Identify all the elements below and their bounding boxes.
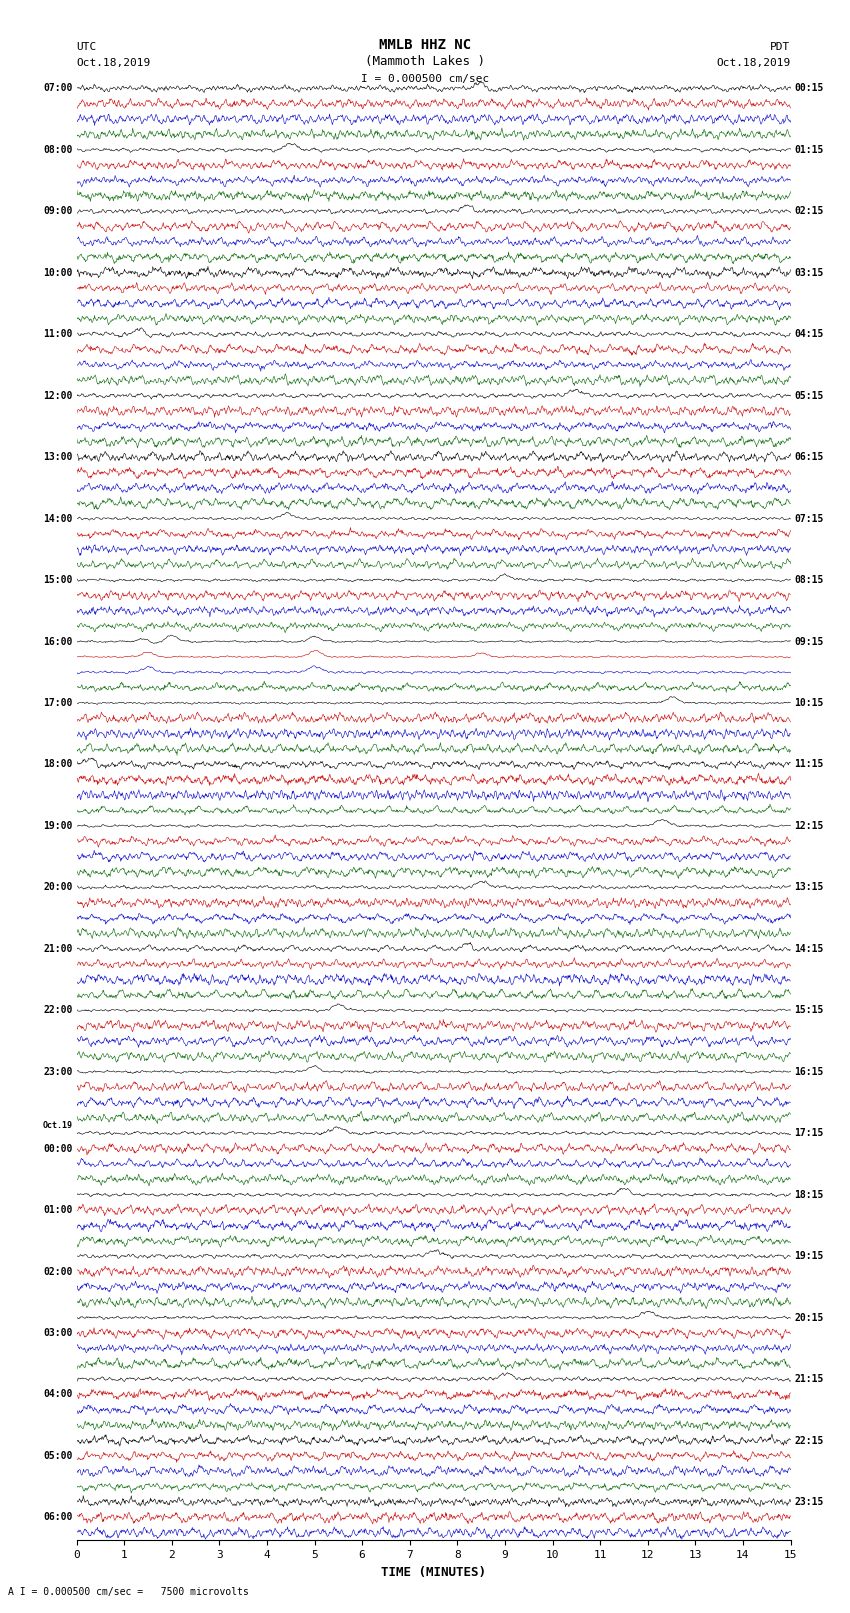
Text: 19:00: 19:00 [43, 821, 73, 831]
Text: I = 0.000500 cm/sec: I = 0.000500 cm/sec [361, 74, 489, 84]
X-axis label: TIME (MINUTES): TIME (MINUTES) [381, 1566, 486, 1579]
Text: 14:00: 14:00 [43, 513, 73, 524]
Text: A I = 0.000500 cm/sec =   7500 microvolts: A I = 0.000500 cm/sec = 7500 microvolts [8, 1587, 249, 1597]
Text: 22:00: 22:00 [43, 1005, 73, 1015]
Text: 18:00: 18:00 [43, 760, 73, 769]
Text: 07:00: 07:00 [43, 84, 73, 94]
Text: 22:15: 22:15 [794, 1436, 824, 1445]
Text: 01:00: 01:00 [43, 1205, 73, 1215]
Text: 01:15: 01:15 [794, 145, 824, 155]
Text: 20:00: 20:00 [43, 882, 73, 892]
Text: MMLB HHZ NC: MMLB HHZ NC [379, 37, 471, 52]
Text: 09:00: 09:00 [43, 206, 73, 216]
Text: 02:00: 02:00 [43, 1266, 73, 1276]
Text: 11:15: 11:15 [794, 760, 824, 769]
Text: 13:00: 13:00 [43, 452, 73, 461]
Text: 06:00: 06:00 [43, 1513, 73, 1523]
Text: Oct.19: Oct.19 [43, 1121, 73, 1131]
Text: 15:15: 15:15 [794, 1005, 824, 1015]
Text: 05:00: 05:00 [43, 1452, 73, 1461]
Text: 04:00: 04:00 [43, 1389, 73, 1400]
Text: 03:00: 03:00 [43, 1327, 73, 1337]
Text: 04:15: 04:15 [794, 329, 824, 339]
Text: UTC: UTC [76, 42, 97, 52]
Text: 09:15: 09:15 [794, 637, 824, 647]
Text: 08:00: 08:00 [43, 145, 73, 155]
Text: 00:00: 00:00 [43, 1144, 73, 1153]
Text: 11:00: 11:00 [43, 329, 73, 339]
Text: 07:15: 07:15 [794, 513, 824, 524]
Text: 03:15: 03:15 [794, 268, 824, 277]
Text: 21:00: 21:00 [43, 944, 73, 953]
Text: 17:00: 17:00 [43, 698, 73, 708]
Text: (Mammoth Lakes ): (Mammoth Lakes ) [365, 55, 485, 68]
Text: 23:00: 23:00 [43, 1066, 73, 1077]
Text: 13:15: 13:15 [794, 882, 824, 892]
Text: 16:15: 16:15 [794, 1066, 824, 1077]
Text: 18:15: 18:15 [794, 1190, 824, 1200]
Text: Oct.18,2019: Oct.18,2019 [717, 58, 790, 68]
Text: 02:15: 02:15 [794, 206, 824, 216]
Text: 10:00: 10:00 [43, 268, 73, 277]
Text: 12:00: 12:00 [43, 390, 73, 400]
Text: 00:15: 00:15 [794, 84, 824, 94]
Text: 23:15: 23:15 [794, 1497, 824, 1507]
Text: 16:00: 16:00 [43, 637, 73, 647]
Text: 05:15: 05:15 [794, 390, 824, 400]
Text: 14:15: 14:15 [794, 944, 824, 953]
Text: 15:00: 15:00 [43, 576, 73, 586]
Text: 20:15: 20:15 [794, 1313, 824, 1323]
Text: 12:15: 12:15 [794, 821, 824, 831]
Text: 06:15: 06:15 [794, 452, 824, 461]
Text: 08:15: 08:15 [794, 576, 824, 586]
Text: 19:15: 19:15 [794, 1252, 824, 1261]
Text: 10:15: 10:15 [794, 698, 824, 708]
Text: PDT: PDT [770, 42, 790, 52]
Text: 21:15: 21:15 [794, 1374, 824, 1384]
Text: 17:15: 17:15 [794, 1127, 824, 1139]
Text: Oct.18,2019: Oct.18,2019 [76, 58, 150, 68]
